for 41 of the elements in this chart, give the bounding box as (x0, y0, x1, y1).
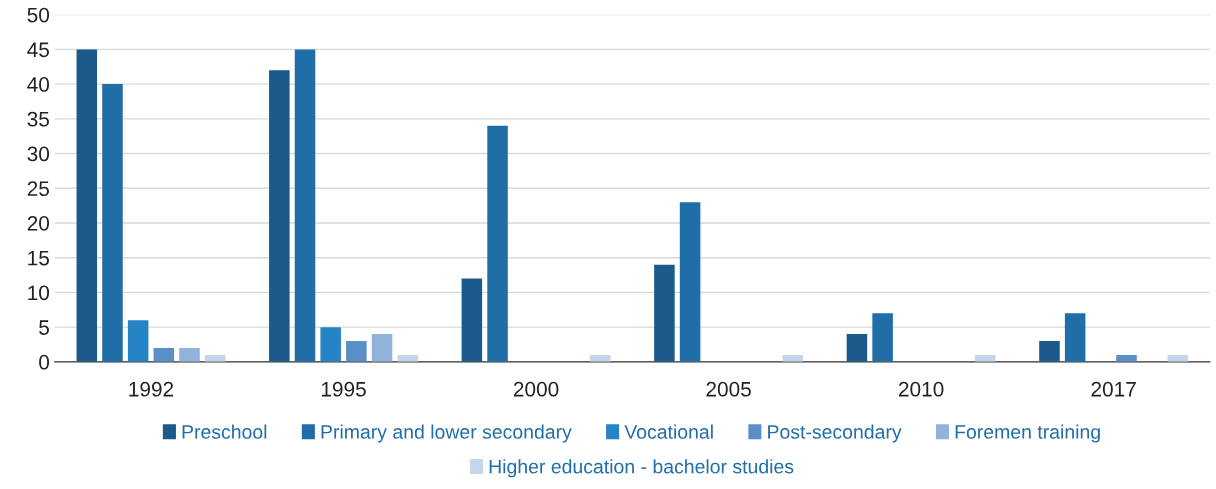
bar (1039, 341, 1060, 362)
bar (127, 320, 149, 362)
bar (654, 264, 675, 362)
bar (461, 278, 483, 362)
legend-label: Foremen training (955, 424, 1100, 443)
legend-label: Post-secondary (768, 424, 902, 443)
bar (487, 125, 508, 362)
legend-label: Vocational (624, 424, 713, 439)
bar (346, 341, 367, 362)
bar (294, 49, 316, 362)
x-tick-label: 2010 (899, 381, 944, 397)
x-tick-label: 2000 (513, 381, 559, 397)
y-tick-label: 25 (27, 181, 49, 197)
legend-label: Primary and lower secondary (321, 424, 572, 443)
y-tick-label: 0 (39, 354, 50, 370)
y-tick-label: 40 (27, 77, 50, 92)
bar (102, 84, 123, 362)
y-tick-label: 30 (27, 146, 50, 162)
bar (1064, 313, 1086, 362)
bar (153, 347, 175, 362)
bar (846, 334, 868, 362)
y-tick-label: 15 (28, 250, 49, 266)
x-tick-label: 2017 (1091, 381, 1136, 397)
bar (320, 327, 341, 362)
bar (76, 49, 98, 362)
y-tick-label: 10 (28, 285, 50, 301)
bar (679, 202, 701, 362)
y-tick-label: 20 (27, 215, 50, 231)
legend-label: Preschool (182, 424, 267, 439)
bar (371, 334, 393, 362)
y-tick-label: 5 (39, 320, 49, 335)
bar (872, 313, 893, 362)
x-tick-label: 1995 (321, 381, 366, 397)
bar (269, 70, 290, 362)
x-tick-label: 1992 (129, 381, 174, 397)
x-tick-label: 2005 (706, 381, 751, 397)
legend-label: Higher education - bachelor studies (489, 459, 794, 478)
y-tick-label: 45 (27, 42, 49, 58)
y-tick-label: 50 (27, 7, 50, 23)
y-tick-label: 35 (27, 111, 49, 127)
bar (179, 347, 200, 362)
